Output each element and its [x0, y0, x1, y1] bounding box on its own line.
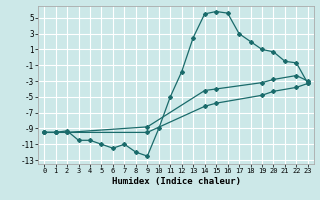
X-axis label: Humidex (Indice chaleur): Humidex (Indice chaleur): [111, 177, 241, 186]
